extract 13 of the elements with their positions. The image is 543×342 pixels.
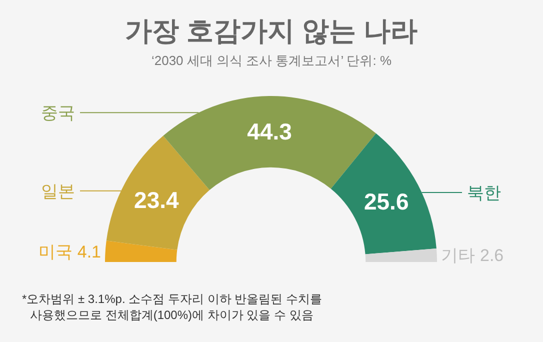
slice-label: 기타 [441,246,475,266]
chart-subtitle: ‘2030 세대 의식 조사 통계보고서’ 단위: % [151,53,392,68]
data-label: 25.6 [364,188,409,214]
slice-label: 미국 [38,242,72,262]
data-label: 44.3 [247,118,292,145]
chart-title: 가장 호감가지 않는 나라 [125,16,418,46]
data-label: 23.4 [134,186,180,213]
slice-label: 일본 [41,182,75,201]
data-label: 2.6 [480,246,504,266]
slice-label: 중국 [41,104,75,123]
data-label: 4.1 [77,242,101,262]
slice-label: 북한 [467,184,501,203]
text: *오차범위 ± 3.1%p. 소수점 두자리 이하 반올림된 수치를 사용했으므로 전체합계(100%)에 차이가 있을 수 있음 [22,292,322,322]
